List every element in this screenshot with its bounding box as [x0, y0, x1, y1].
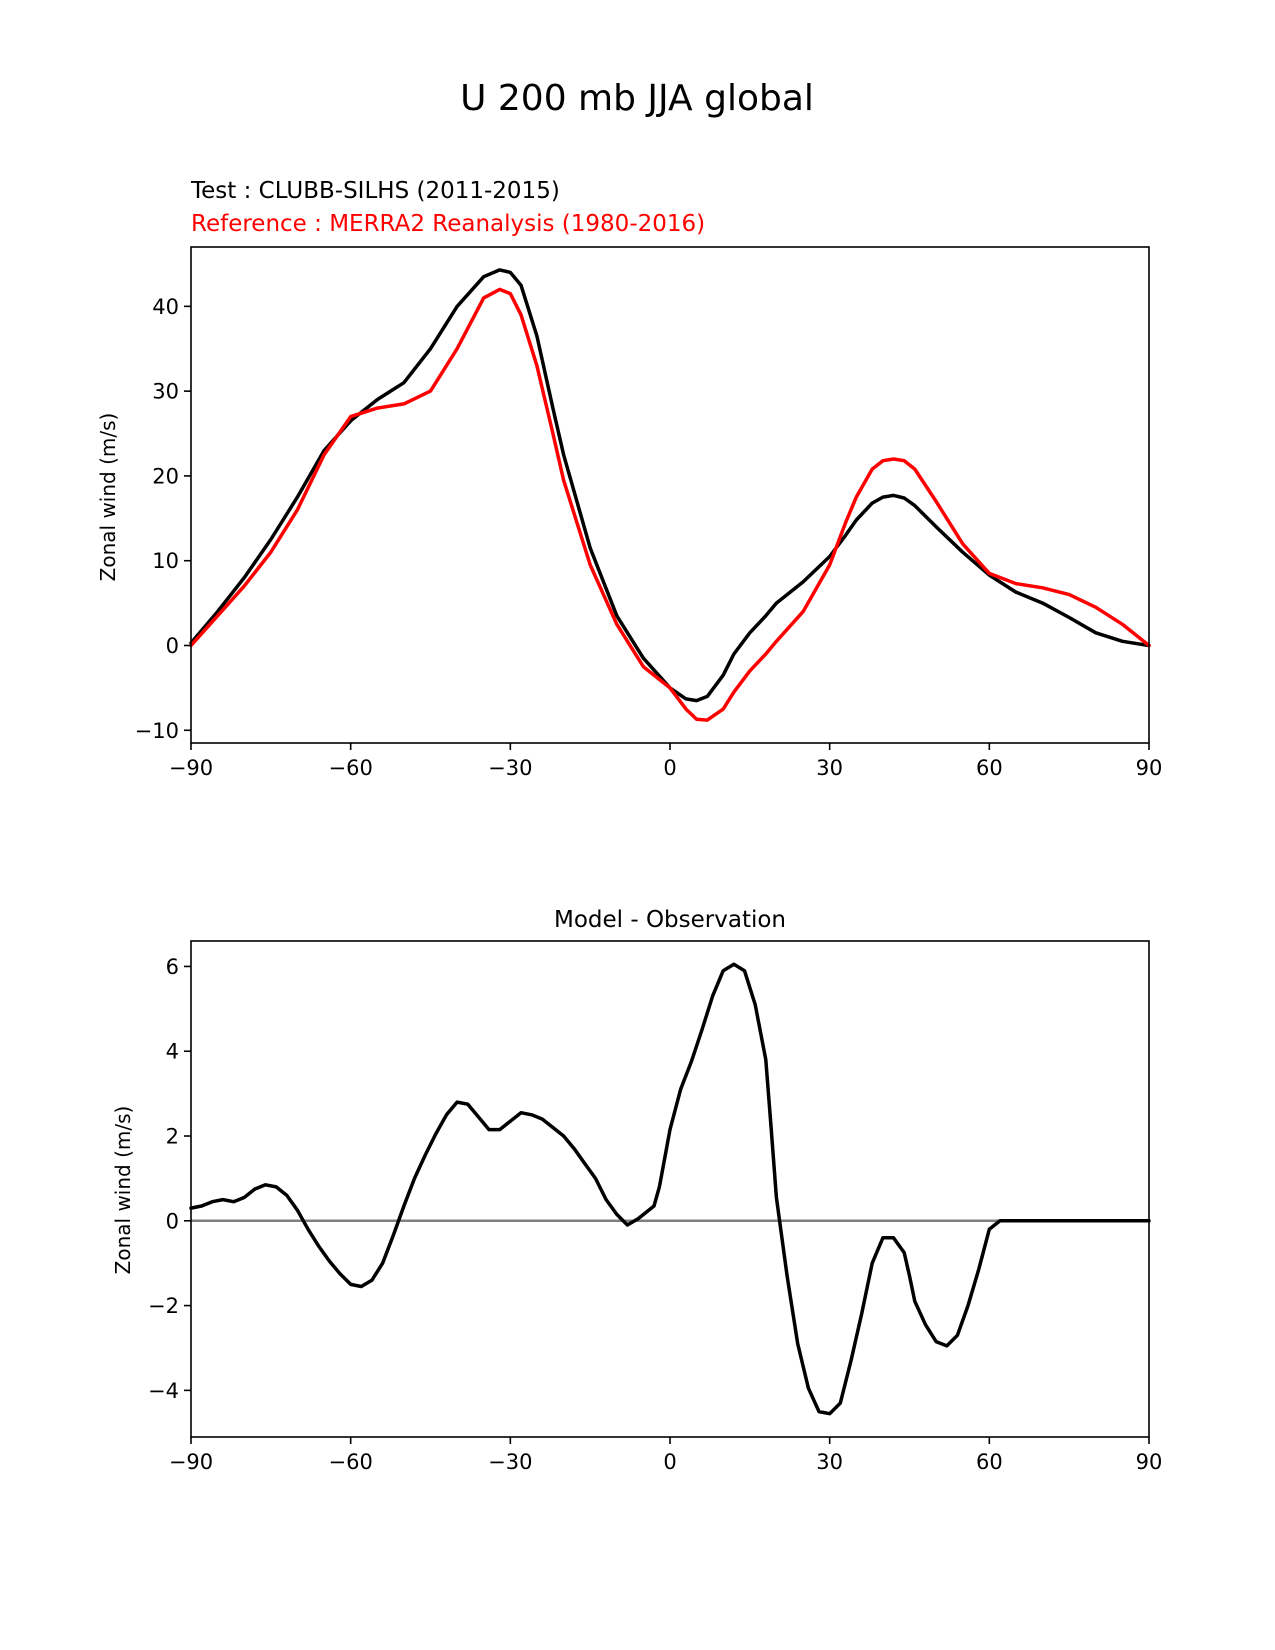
bottom-axes-frame [190, 940, 1150, 1438]
bottom-y-tick-label: 6 [166, 955, 179, 979]
bottom-x-tick-label: −90 [169, 1450, 213, 1474]
top-x-tick-label: −90 [169, 756, 213, 780]
top-series-group [189, 268, 1151, 722]
top-y-tick-label: 40 [152, 295, 179, 319]
bottom-x-tick-label: 0 [663, 1450, 676, 1474]
bottom-y-tick-label: 2 [166, 1125, 179, 1149]
bottom-y-tick-label: −2 [148, 1294, 179, 1318]
top-y-tick-label: 0 [166, 634, 179, 658]
top-x-tick-label: −60 [329, 756, 373, 780]
bottom-x-tick-label: −30 [488, 1450, 532, 1474]
top-y-axis-label: Zonal wind (m/s) [96, 413, 120, 582]
top-x-tick-label: 60 [976, 756, 1003, 780]
bottom-x-tick-label: −60 [329, 1450, 373, 1474]
top-x-tick-label: −30 [488, 756, 532, 780]
top-panel: Test : CLUBB-SILHS (2011-2015) Reference… [96, 178, 1162, 780]
bottom-y-tick-label: 4 [166, 1040, 179, 1064]
bottom-y-tick-label: −4 [148, 1379, 179, 1403]
top-x-tick-label: 90 [1136, 756, 1163, 780]
bottom-x-tick-label: 60 [976, 1450, 1003, 1474]
bottom-y-axis-label: Zonal wind (m/s) [111, 1106, 135, 1275]
reference-label: Reference : MERRA2 Reanalysis (1980-2016… [191, 211, 705, 237]
test-label: Test : CLUBB-SILHS (2011-2015) [190, 178, 560, 204]
bottom-y-tick-label: 0 [166, 1209, 179, 1233]
top-series-line-0 [189, 268, 1151, 703]
top-y-tick-label: 10 [152, 549, 179, 573]
bottom-x-tick-label: 30 [816, 1450, 843, 1474]
top-axes-frame [190, 246, 1150, 744]
top-x-tick-label: 0 [663, 756, 676, 780]
bottom-series-line-0 [189, 962, 1151, 1416]
top-x-tick-label: 30 [816, 756, 843, 780]
top-y-tick-label: 20 [152, 464, 179, 488]
bottom-ticks-group: −90 −60 −30 0 30 60 90 −4 −2 0 2 4 6 [148, 955, 1162, 1474]
top-y-tick-label: −10 [135, 719, 179, 743]
figure-title: U 200 mb JJA global [460, 78, 814, 119]
top-y-tick-label: 30 [152, 380, 179, 404]
top-series-line-1 [189, 287, 1151, 722]
top-ticks-group: −90 −60 −30 0 30 60 90 −10 0 10 20 30 40 [135, 295, 1163, 780]
bottom-panel-title: Model - Observation [554, 907, 786, 933]
bottom-x-tick-label: 90 [1136, 1450, 1163, 1474]
bottom-series-group [189, 962, 1151, 1416]
bottom-panel: Model - Observation −90 −60 −30 0 30 60 90−4−2… [111, 907, 1162, 1474]
